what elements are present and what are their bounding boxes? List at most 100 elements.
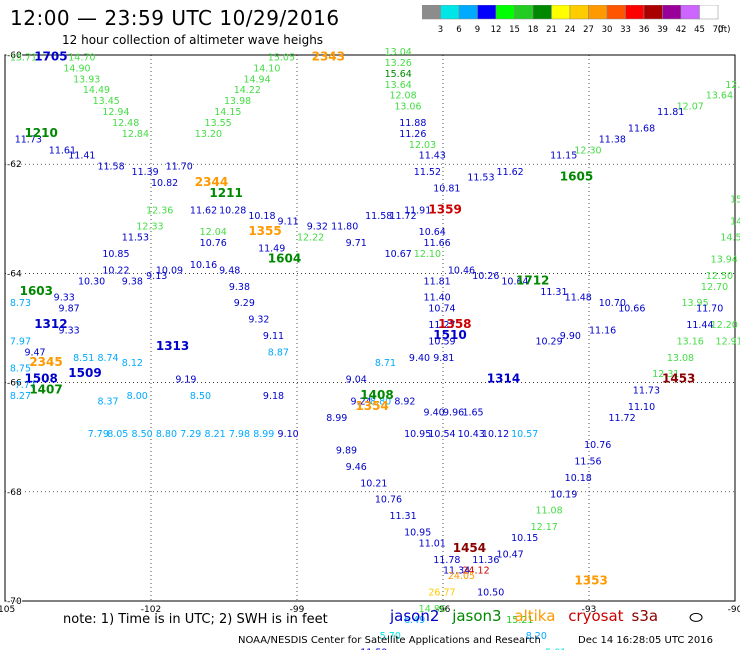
wave-height-label: 24.05 <box>448 571 475 582</box>
pass-time-label: 1313 <box>156 339 189 353</box>
wave-height-label: 10.76 <box>584 440 611 451</box>
pass-time-label: 1408 <box>360 388 393 402</box>
wave-height-label: 12.36 <box>146 205 173 216</box>
wave-height-label: 15.21 <box>506 615 533 626</box>
wave-height-label: 9.40 <box>409 353 430 364</box>
wave-height-label: 11.72 <box>608 413 635 424</box>
pass-time-label: 1454 <box>453 541 486 555</box>
wave-height-label: 9.48 <box>219 265 240 276</box>
wave-height-label: 9.18 <box>263 391 284 402</box>
pass-time-label: 1509 <box>68 366 101 380</box>
wave-height-label: 13.93 <box>73 74 100 85</box>
wave-height-label: 14.10 <box>253 63 280 74</box>
wave-height-label: 7.29 <box>180 429 201 440</box>
scale-tick-label: 24 <box>565 25 576 35</box>
wave-height-label: 10.54 <box>428 429 455 440</box>
wave-height-label: 12.30 <box>574 145 601 156</box>
wave-height-label: 10.09 <box>156 265 183 276</box>
wave-height-label: 10.64 <box>501 276 528 287</box>
lon-tick-label: -93 <box>582 605 597 615</box>
scale-tick-label: 6 <box>456 25 461 35</box>
wave-height-label: 14.94 <box>243 74 270 85</box>
lon-tick-label: -90 <box>728 605 740 615</box>
scale-tick-label: 18 <box>528 25 539 35</box>
wave-height-label: 10.74 <box>428 304 455 315</box>
scale-tick-label: 33 <box>620 25 631 35</box>
wave-height-label: 10.59 <box>428 336 455 347</box>
wave-height-label: 11.39 <box>132 167 159 178</box>
scale-tick-label: 70 <box>713 25 724 35</box>
wave-height-label: 15.05 <box>268 52 295 63</box>
wave-height-label: 9.96 <box>443 407 464 418</box>
scale-tick-label: 9 <box>475 25 480 35</box>
wave-height-label: 15.64 <box>385 69 412 80</box>
wave-height-label: 14.70 <box>68 52 95 63</box>
wave-height-label: 9.71 <box>346 238 367 249</box>
wave-height-label: 11.36 <box>472 555 499 566</box>
legend-cryosat: cryosat <box>568 607 624 625</box>
wave-height-label: 8.50 <box>190 391 211 402</box>
wave-height-label: 8.75 <box>10 364 31 375</box>
pass-time-label: 1314 <box>487 372 520 386</box>
wave-height-label: 12.91 <box>716 336 740 347</box>
wave-height-label: 10.21 <box>360 478 387 489</box>
wave-height-label: 10.29 <box>535 336 562 347</box>
wave-height-label: 14.22 <box>234 85 261 96</box>
wave-height-label: 13.26 <box>385 58 412 69</box>
wave-height-label: 13.71 <box>10 52 37 63</box>
wave-height-label: 11.10 <box>628 402 655 413</box>
wave-height-label: 11.58 <box>97 162 124 173</box>
wave-height-label: 8.00 <box>127 391 148 402</box>
wave-height-label: 12.03 <box>409 140 436 151</box>
wave-height-label: 26.77 <box>428 588 455 599</box>
wave-height-label: 11.49 <box>258 244 285 255</box>
wave-height-label: 10.30 <box>78 276 105 287</box>
pass-time-label: 1508 <box>24 372 57 386</box>
wave-height-label: 11.44 <box>686 320 713 331</box>
wave-height-label: 10.50 <box>477 588 504 599</box>
wave-height-label: 11.34 <box>443 566 470 577</box>
wave-height-label: 10.85 <box>102 249 129 260</box>
pass-time-label: 1353 <box>574 574 607 588</box>
wave-height-label: 8.37 <box>97 396 118 407</box>
wave-height-label: 8.12 <box>122 358 143 369</box>
wave-height-label: 9.29 <box>234 298 255 309</box>
wave-height-label: 8.80 <box>370 396 391 407</box>
wave-height-label: 10.26 <box>472 271 499 282</box>
wave-height-label: 13.20 <box>195 129 222 140</box>
legend-s3a: s3a <box>631 607 659 625</box>
scale-tick-label: 15 <box>509 25 520 35</box>
lon-tick-label: -105 <box>0 605 15 615</box>
wave-height-label: 8.80 <box>156 429 177 440</box>
wave-height-label: 12.84 <box>122 129 149 140</box>
wave-height-label: 9.38 <box>122 276 143 287</box>
wave-height-label: 9.33 <box>54 293 75 304</box>
wave-height-label: 9.11 <box>263 331 284 342</box>
wave-height-label: 12.04 <box>200 227 227 238</box>
wave-height-label: 11.78 <box>433 555 460 566</box>
wave-height-label: 11.58 <box>365 211 392 222</box>
wave-height-label: 11.31 <box>389 511 416 522</box>
wave-height-label: 13.98 <box>224 96 251 107</box>
wave-height-label: 7.77 <box>15 380 36 391</box>
wave-height-label: 10.82 <box>151 178 178 189</box>
map-frame <box>4 54 736 602</box>
wave-height-label: 11.26 <box>399 129 426 140</box>
wave-height-label: 9.04 <box>346 375 367 386</box>
wave-height-label: 11.40 <box>424 293 451 304</box>
wave-height-label: 10.95 <box>404 429 431 440</box>
wave-height-label: 9.87 <box>59 304 80 315</box>
lat-tick-label: -64 <box>7 269 22 279</box>
wave-height-label: 12.48 <box>112 118 139 129</box>
wave-height-label: 10.46 <box>448 265 475 276</box>
lon-tick-label: -96 <box>436 605 451 615</box>
wave-height-label: 11.27 <box>428 320 455 331</box>
scale-tick-label: 42 <box>676 25 687 35</box>
lon-tick-label: -99 <box>290 605 305 615</box>
wave-height-label: 14.69 <box>730 216 740 227</box>
wave-height-label: 8.92 <box>394 396 415 407</box>
pass-time-label: 1510 <box>433 328 466 342</box>
wave-height-label: 10.76 <box>375 495 402 506</box>
pass-time-label: 1705 <box>34 49 67 63</box>
